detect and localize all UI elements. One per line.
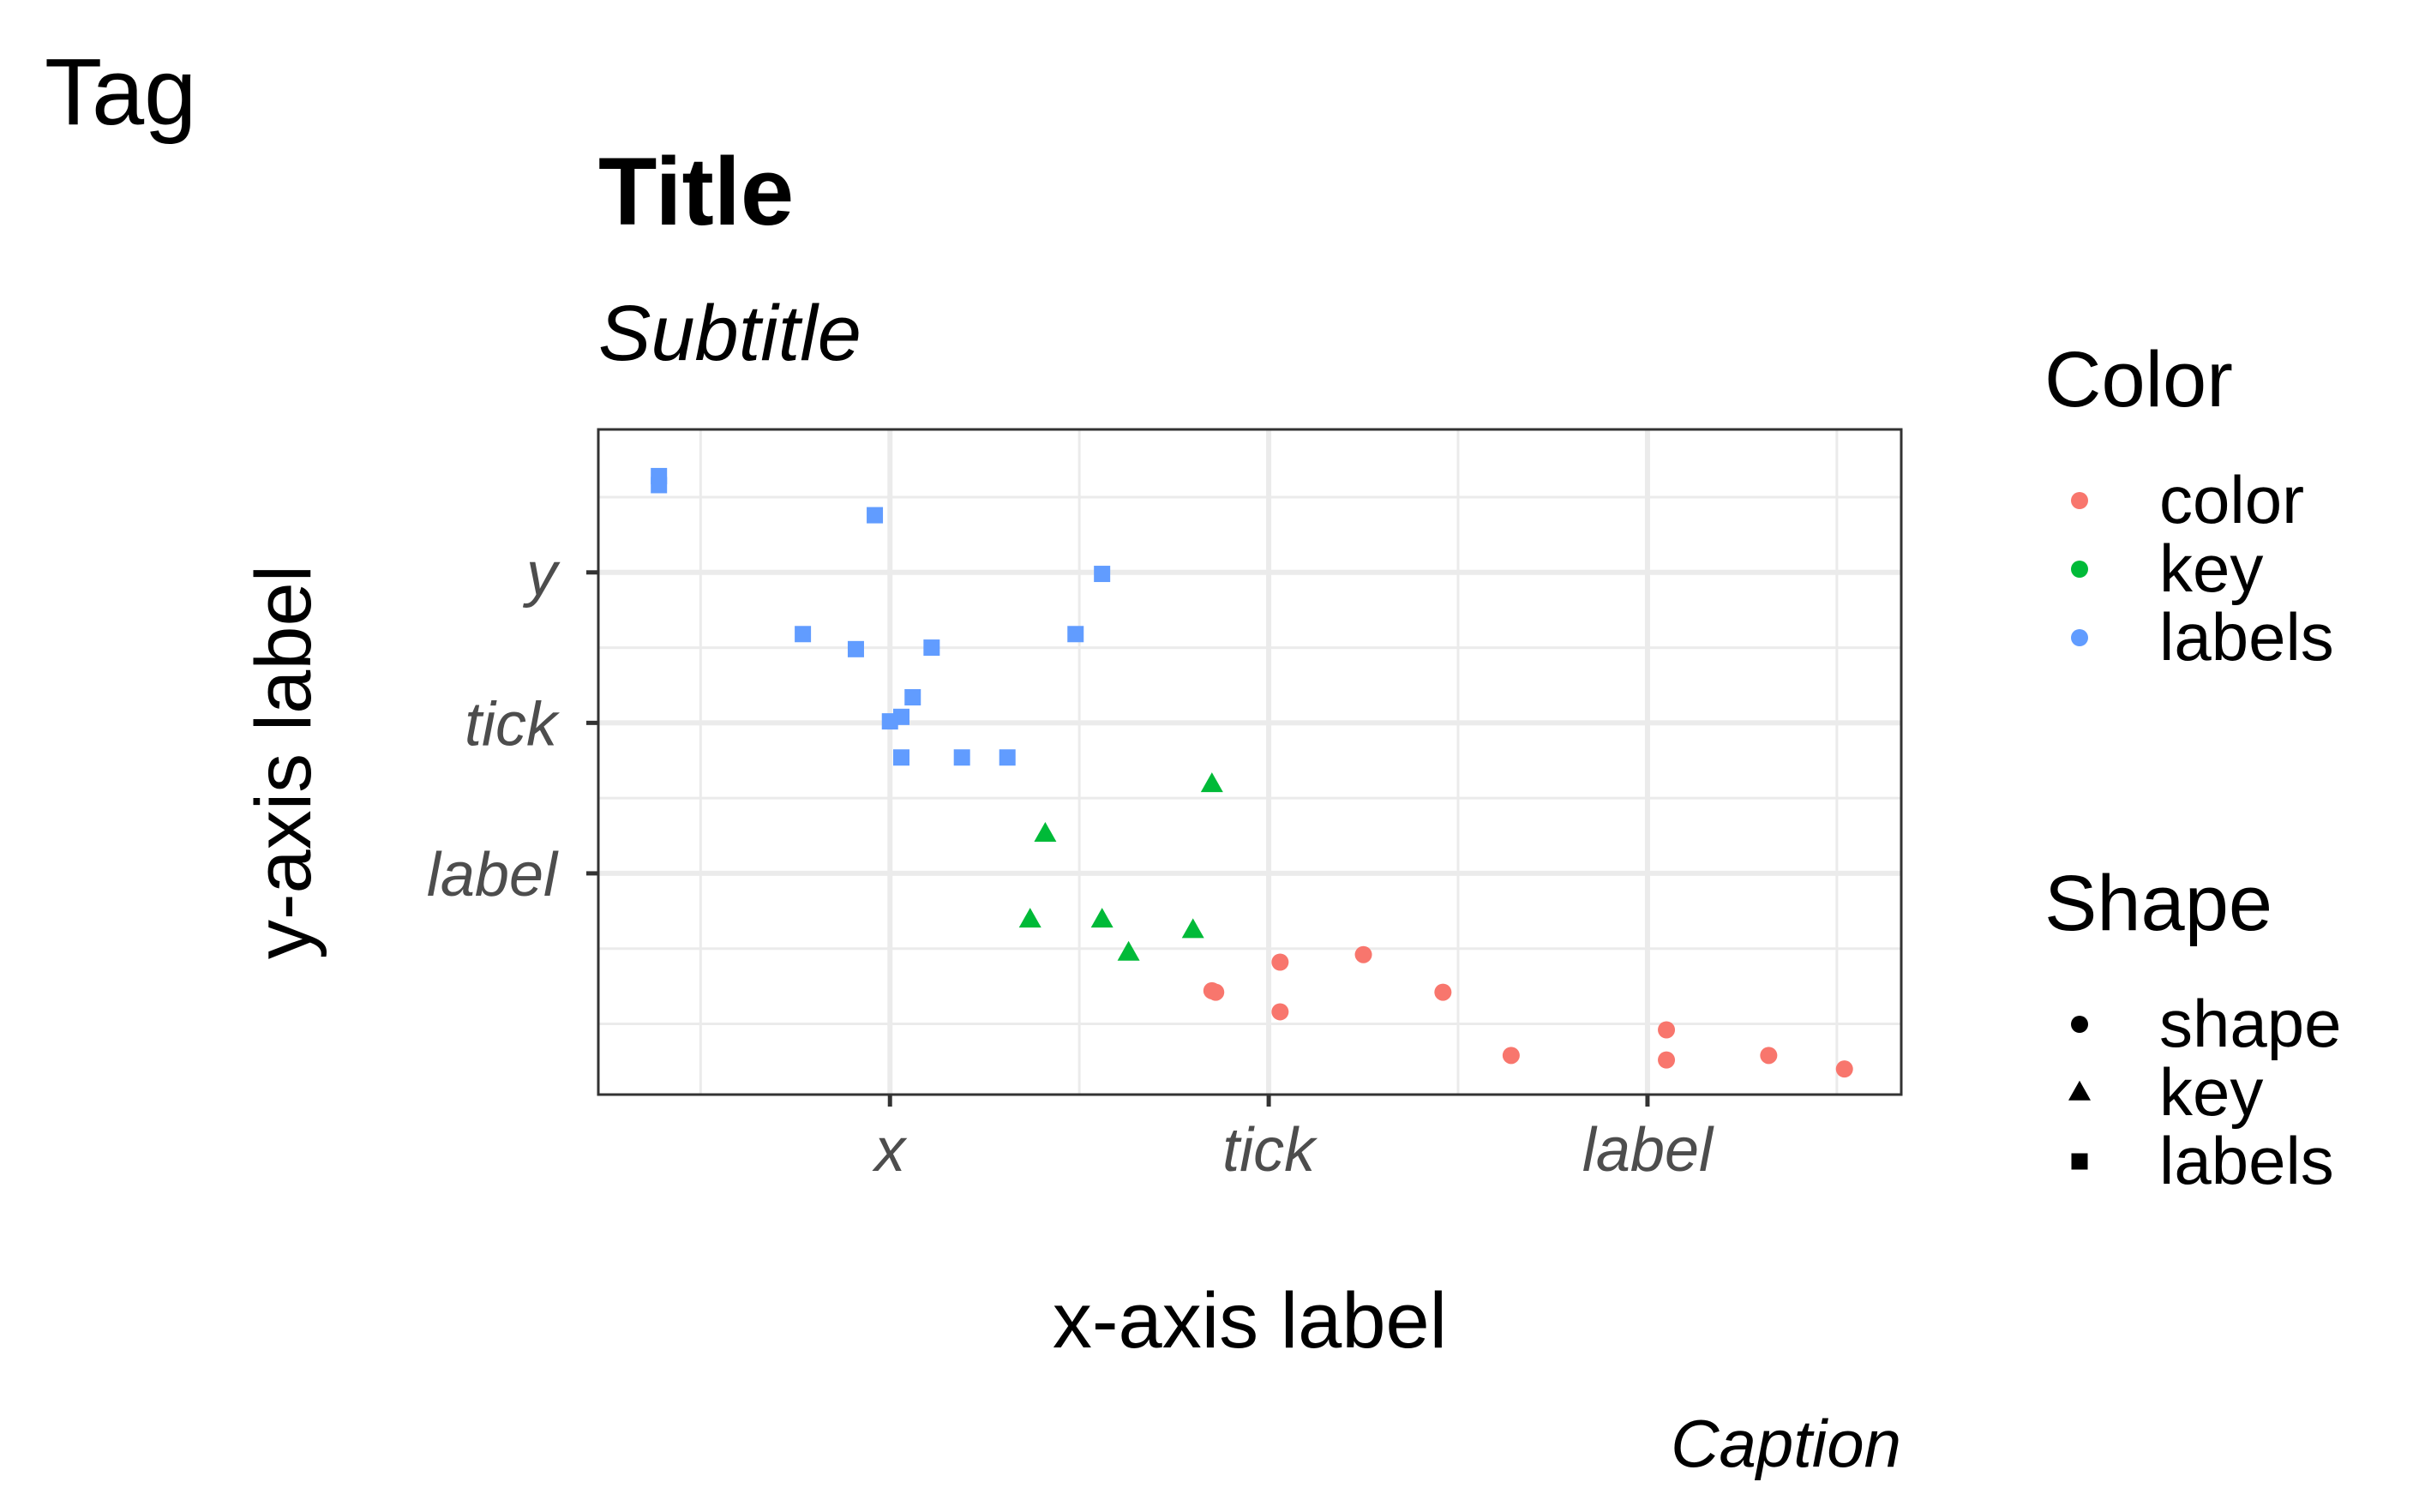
x-tick-label: label xyxy=(1582,1116,1714,1185)
legend-shape-key xyxy=(2068,1080,2091,1101)
data-point-color xyxy=(1760,1047,1778,1065)
data-point-labels xyxy=(892,749,909,766)
data-point-labels xyxy=(953,749,970,766)
panel-background xyxy=(598,429,1901,1095)
data-points xyxy=(651,467,1853,1078)
data-point-labels xyxy=(1067,626,1084,643)
data-point-color xyxy=(1354,945,1372,963)
y-axis-label: y-axis label xyxy=(240,565,327,959)
data-point-labels xyxy=(999,749,1016,766)
y-tick-label: label xyxy=(427,841,559,909)
data-point-color xyxy=(1207,983,1225,1001)
legend-color-key xyxy=(2071,561,2088,578)
data-point-color xyxy=(1658,1021,1676,1039)
x-tick-label: x xyxy=(872,1116,908,1185)
y-tick-label: tick xyxy=(465,690,561,759)
data-point-color xyxy=(1271,1003,1289,1021)
x-axis-label: x-axis label xyxy=(1053,1277,1447,1365)
plot-panel xyxy=(597,428,1903,1096)
y-axis: label tick y xyxy=(427,540,598,909)
data-point-key xyxy=(1200,772,1223,793)
data-point-labels xyxy=(1094,566,1111,583)
x-tick-label: tick xyxy=(1222,1116,1318,1185)
legend-color-key xyxy=(2071,629,2088,646)
plot-title: Title xyxy=(598,138,794,245)
x-axis: x tick label xyxy=(872,1095,1714,1185)
data-point-color xyxy=(1835,1060,1853,1078)
legend-shape-label: labels xyxy=(2159,1123,2334,1198)
data-point-color xyxy=(1658,1051,1676,1069)
data-point-color xyxy=(1502,1047,1520,1065)
legend-shape-key xyxy=(2071,1153,2088,1170)
panel-border xyxy=(597,428,1903,1096)
data-point-labels xyxy=(904,689,921,706)
legend-shape-key xyxy=(2071,1016,2088,1033)
data-point-key xyxy=(1018,908,1041,928)
data-point-color xyxy=(1434,983,1452,1001)
data-point-labels xyxy=(651,477,668,494)
plot-subtitle: Subtitle xyxy=(598,290,861,377)
y-tick-label: y xyxy=(522,540,561,609)
data-point-color xyxy=(1271,953,1289,971)
data-point-labels xyxy=(881,713,898,730)
data-point-key xyxy=(1090,908,1113,928)
data-point-key xyxy=(1034,822,1057,843)
data-point-labels xyxy=(795,626,812,643)
legend-color-title: Color xyxy=(2044,336,2233,423)
grid-lines xyxy=(598,429,1901,1095)
legend-color-label: color xyxy=(2159,462,2304,537)
legend-color-key xyxy=(2071,492,2088,509)
data-point-key xyxy=(1117,940,1140,961)
plot-tag: Tag xyxy=(45,39,196,145)
legend-color-label: labels xyxy=(2159,599,2334,675)
legend-shape-label: shape xyxy=(2159,986,2342,1061)
legend-shape-label: key xyxy=(2159,1054,2263,1130)
data-point-labels xyxy=(867,507,884,524)
legend-shape-title: Shape xyxy=(2044,860,2272,947)
legend-color-label: key xyxy=(2159,531,2263,606)
data-point-labels xyxy=(923,639,940,657)
data-point-key xyxy=(1181,918,1204,939)
plot-caption: Caption xyxy=(1671,1406,1901,1481)
data-point-labels xyxy=(847,640,864,657)
